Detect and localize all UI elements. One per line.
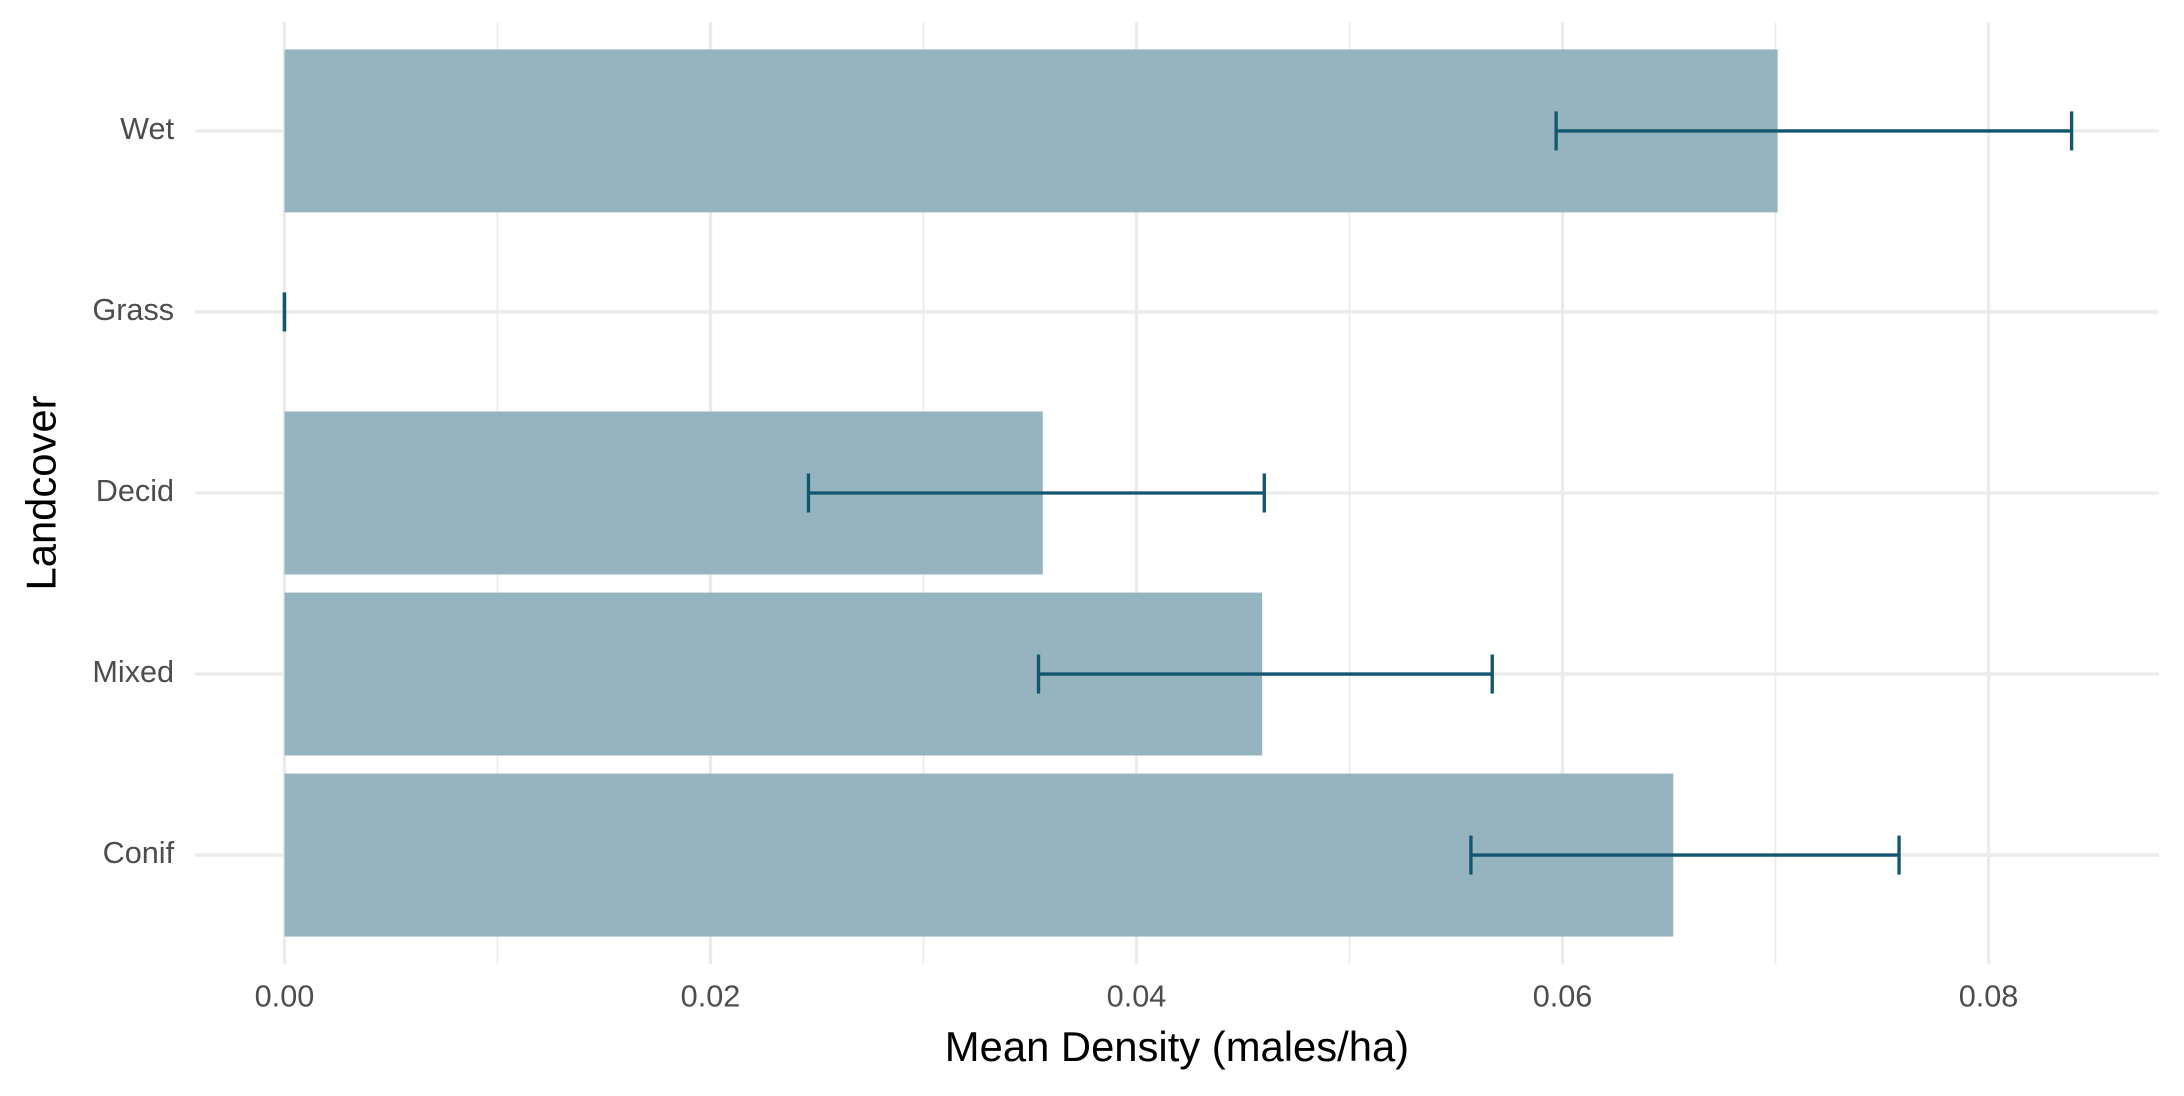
x-axis-title: Mean Density (males/ha) <box>945 1023 1409 1070</box>
y-tick-label: Conif <box>103 836 175 870</box>
bar <box>284 49 1778 213</box>
x-tick-label: 0.04 <box>1107 980 1167 1014</box>
x-tick-label: 0.02 <box>681 980 741 1014</box>
y-tick-label: Grass <box>92 293 174 327</box>
y-tick-label: Decid <box>96 474 174 508</box>
x-tick-label: 0.08 <box>1959 980 2019 1014</box>
x-tick-label: 0.00 <box>255 980 315 1014</box>
y-axis-title: Landcover <box>18 395 65 590</box>
x-tick-label: 0.06 <box>1533 980 1593 1014</box>
y-tick-label: Mixed <box>92 655 174 689</box>
bar <box>284 773 1674 937</box>
y-tick-label: Wet <box>120 112 174 146</box>
